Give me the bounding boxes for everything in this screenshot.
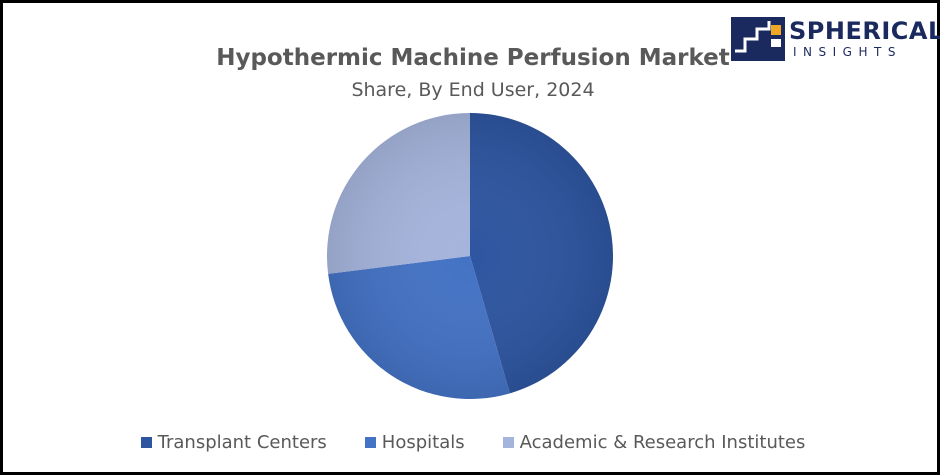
legend-label: Academic & Research Institutes	[519, 432, 806, 453]
legend-label: Hospitals	[381, 432, 465, 453]
legend-item-academic-research-institutes: Academic & Research Institutes	[502, 432, 806, 453]
chart-legend: Transplant Centers Hospitals Academic & …	[3, 432, 940, 453]
legend-item-transplant-centers: Transplant Centers	[140, 432, 327, 453]
legend-swatch	[140, 437, 152, 448]
chart-title: Hypothermic Machine Perfusion Market	[216, 45, 730, 71]
pie-chart	[326, 113, 613, 399]
spherical-insights-logo: SPHERICAL INSIGHTS	[731, 15, 940, 63]
logo-subtext: INSIGHTS	[793, 45, 902, 59]
chart-subtitle: Share, By End User, 2024	[351, 79, 595, 101]
legend-label: Transplant Centers	[157, 432, 327, 453]
logo-mark-icon	[731, 17, 785, 61]
pie-slice-academic-research-institutes	[326, 113, 470, 274]
legend-item-hospitals: Hospitals	[364, 432, 465, 453]
legend-swatch	[502, 437, 514, 448]
logo-wordmark: SPHERICAL	[789, 17, 940, 45]
legend-swatch	[364, 437, 376, 448]
